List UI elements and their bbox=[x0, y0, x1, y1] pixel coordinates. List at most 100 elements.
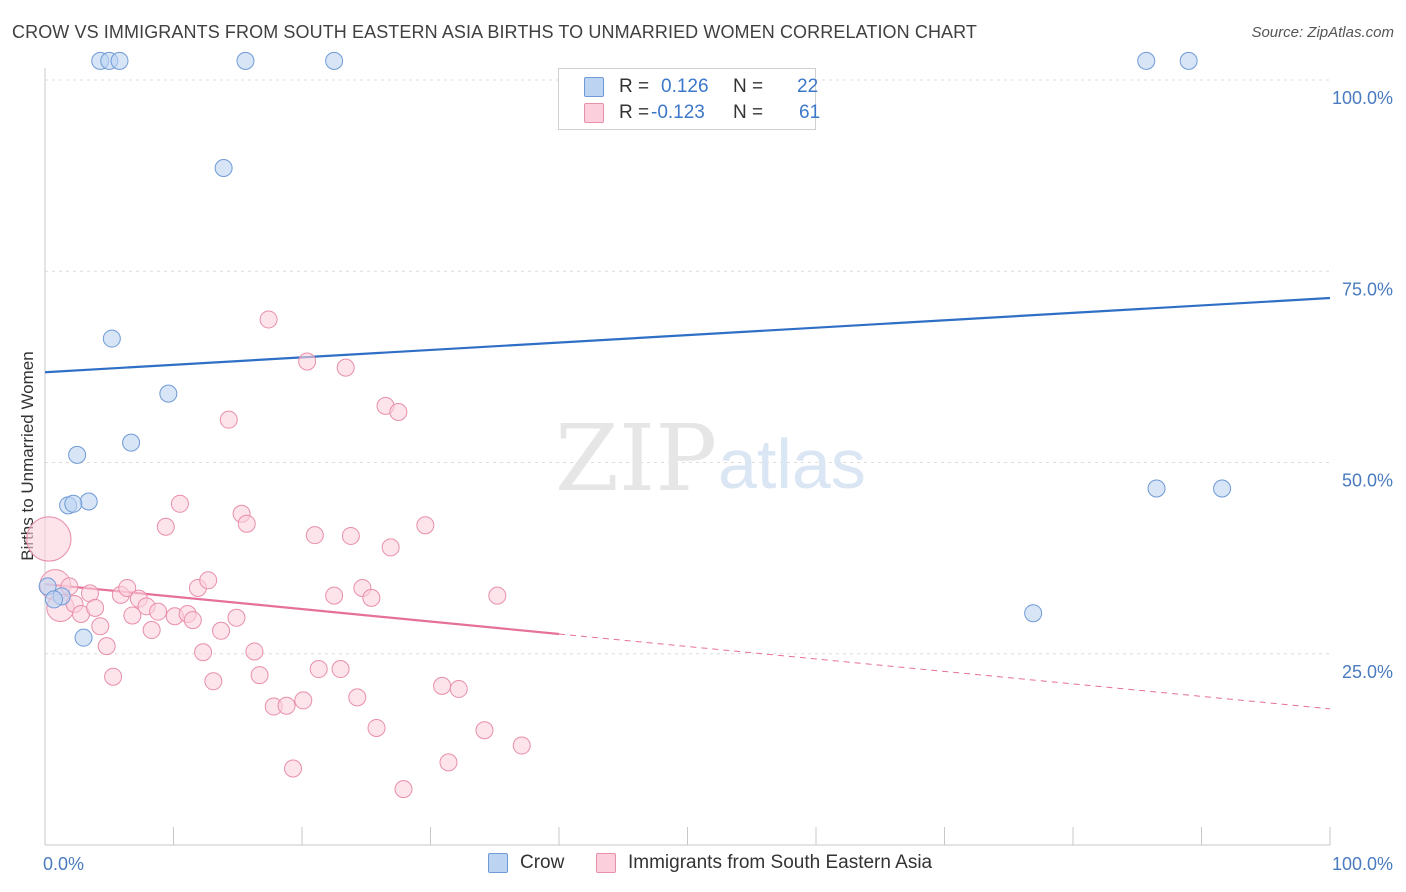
immigrants-point bbox=[512, 736, 531, 755]
immigrants-point bbox=[91, 617, 110, 636]
legend-label-crow: Crow bbox=[520, 852, 565, 873]
watermark-zip: ZIP bbox=[555, 405, 717, 512]
immigrants-point bbox=[237, 514, 256, 533]
y-tick-labels: 100.0% 75.0% 50.0% 25.0% bbox=[1332, 88, 1393, 682]
n-value: 61 bbox=[799, 102, 821, 123]
stats-box: R = 0.126 N = 22 R = -0.123 N = 61 bbox=[558, 68, 820, 130]
immigrants-point bbox=[245, 642, 264, 661]
crow-point bbox=[1024, 604, 1043, 623]
y-tick-label: 50.0% bbox=[1342, 471, 1393, 491]
immigrants-point bbox=[277, 696, 296, 715]
immigrants-points bbox=[26, 310, 531, 799]
watermark: ZIP atlas bbox=[555, 405, 866, 512]
watermark-atlas: atlas bbox=[718, 425, 866, 503]
immigrants-point bbox=[156, 517, 175, 536]
gridlines bbox=[45, 79, 1330, 655]
crow-point bbox=[214, 158, 233, 177]
immigrants-point bbox=[259, 310, 278, 329]
y-tick-label: 75.0% bbox=[1342, 279, 1393, 299]
crow-point bbox=[79, 492, 98, 511]
immigrants-point bbox=[439, 753, 458, 772]
immigrants-point bbox=[325, 586, 344, 605]
immigrants-point bbox=[294, 691, 313, 710]
legend-label-immigrants: Immigrants from South Eastern Asia bbox=[628, 852, 933, 873]
crow-swatch bbox=[584, 77, 604, 97]
immigrants-point bbox=[341, 526, 360, 545]
crow-point bbox=[68, 445, 87, 464]
crow-point bbox=[159, 384, 178, 403]
immigrants-point bbox=[250, 666, 269, 685]
crow-point bbox=[102, 329, 121, 348]
crow-point bbox=[64, 494, 83, 513]
y-tick-label: 25.0% bbox=[1342, 662, 1393, 682]
immigrants-point bbox=[227, 608, 246, 627]
immigrants-point bbox=[362, 588, 381, 607]
crow-legend-swatch bbox=[488, 853, 508, 873]
immigrants-legend-swatch bbox=[596, 853, 616, 873]
immigrants-point bbox=[212, 621, 231, 640]
crow-point bbox=[325, 51, 344, 70]
immigrants-trend-line-dashed bbox=[558, 633, 1331, 710]
immigrants-point bbox=[394, 780, 413, 799]
immigrants-point bbox=[104, 667, 123, 686]
crow-points bbox=[38, 51, 1232, 647]
chart-title: CROW VS IMMIGRANTS FROM SOUTH EASTERN AS… bbox=[12, 22, 978, 42]
immigrants-point bbox=[475, 721, 494, 740]
immigrants-point bbox=[389, 403, 408, 422]
n-label: N = bbox=[733, 76, 764, 97]
crow-point bbox=[110, 51, 129, 70]
crow-point bbox=[1147, 479, 1166, 498]
x-tick-label-min: 0.0% bbox=[43, 854, 84, 874]
x-tick-labels: 0.0% 100.0% bbox=[43, 854, 1393, 874]
crow-point bbox=[122, 433, 141, 452]
crow-point bbox=[74, 628, 93, 647]
n-label: N = bbox=[733, 102, 764, 123]
immigrants-point bbox=[204, 672, 223, 691]
y-tick-label: 100.0% bbox=[1332, 88, 1393, 108]
legend: Crow Immigrants from South Eastern Asia bbox=[0, 852, 1406, 876]
r-label: R = bbox=[619, 76, 650, 97]
immigrants-point bbox=[298, 352, 317, 371]
immigrants-point bbox=[305, 526, 324, 545]
immigrants-point bbox=[367, 718, 386, 737]
legend-item-immigrants[interactable]: Immigrants from South Eastern Asia bbox=[596, 852, 932, 874]
immigrants-point bbox=[488, 586, 507, 605]
immigrants-point bbox=[381, 538, 400, 557]
crow-trend-line bbox=[44, 296, 1331, 374]
r-value: -0.123 bbox=[651, 102, 705, 123]
immigrants-point bbox=[97, 637, 116, 656]
n-value: 22 bbox=[797, 76, 819, 97]
crow-point bbox=[1179, 51, 1198, 70]
immigrants-point bbox=[348, 688, 367, 707]
immigrants-point bbox=[123, 606, 142, 625]
crow-point bbox=[44, 590, 63, 609]
immigrants-point bbox=[183, 611, 202, 630]
immigrants-point bbox=[219, 410, 238, 429]
x-tick-label-max: 100.0% bbox=[1332, 854, 1393, 874]
immigrants-point bbox=[309, 660, 328, 679]
immigrants-point bbox=[26, 516, 72, 562]
immigrants-point bbox=[416, 516, 435, 535]
crow-point bbox=[1213, 479, 1232, 498]
immigrants-point bbox=[86, 598, 105, 617]
legend-item-crow[interactable]: Crow bbox=[488, 852, 564, 874]
immigrants-point bbox=[284, 759, 303, 778]
immigrants-point bbox=[331, 660, 350, 679]
axes bbox=[44, 68, 1331, 846]
immigrants-point bbox=[449, 679, 468, 698]
immigrants-point bbox=[199, 571, 218, 590]
immigrants-point bbox=[118, 578, 137, 597]
immigrants-point bbox=[149, 602, 168, 621]
crow-point bbox=[236, 51, 255, 70]
immigrants-point bbox=[142, 621, 161, 640]
immigrants-point bbox=[194, 643, 213, 662]
crow-point bbox=[1137, 51, 1156, 70]
r-value: 0.126 bbox=[661, 76, 709, 97]
immigrants-point bbox=[170, 494, 189, 513]
immigrants-point bbox=[336, 358, 355, 377]
immigrants-swatch bbox=[584, 103, 604, 123]
immigrants-point bbox=[433, 676, 452, 695]
r-label: R = bbox=[619, 102, 650, 123]
source-label: Source: ZipAtlas.com bbox=[1251, 24, 1394, 41]
